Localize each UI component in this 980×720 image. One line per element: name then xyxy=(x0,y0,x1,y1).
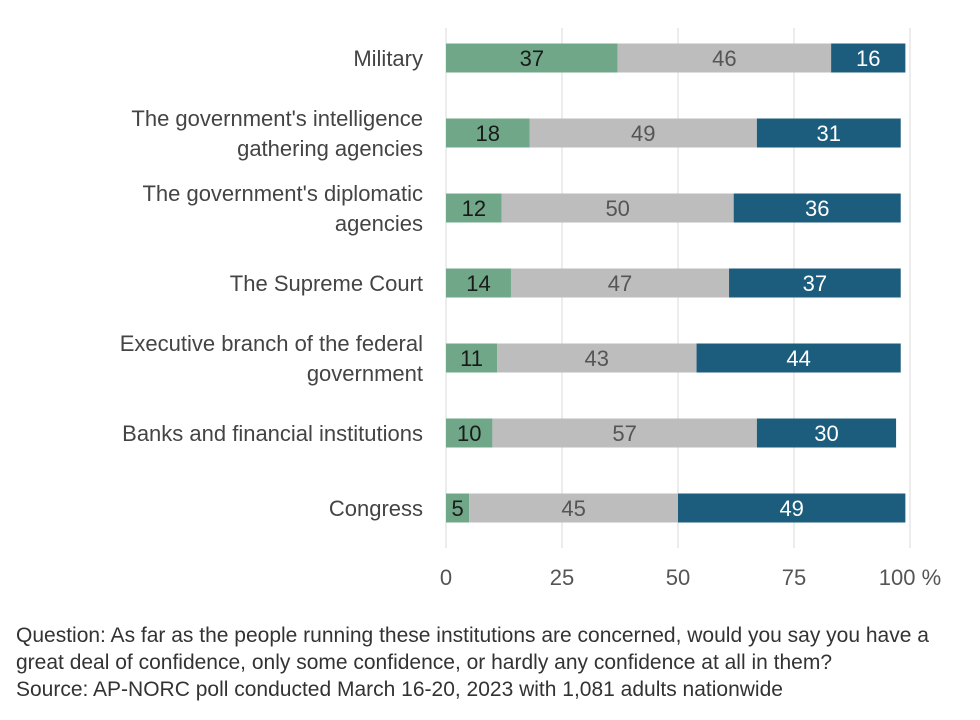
category-label: Military xyxy=(353,46,423,71)
category-label-line: Congress xyxy=(329,496,423,521)
bar-segment xyxy=(831,43,906,73)
category-label-line: Banks and financial institutions xyxy=(122,421,423,446)
x-axis-ticks: 0 25 50 75 100 % xyxy=(440,565,941,590)
data-label: 43 xyxy=(585,346,609,371)
data-label: 49 xyxy=(631,121,655,146)
data-label: 57 xyxy=(612,421,636,446)
data-label: 30 xyxy=(814,421,838,446)
stacked-bar-chart: 37 46 16 18 49 31 12 50 36 14 47 37 11 43 44 10 57 30 5 45 4… xyxy=(120,28,941,590)
bar-segment xyxy=(492,418,757,448)
data-label: 46 xyxy=(712,46,736,71)
x-tick-label: 75 xyxy=(782,565,806,590)
category-label-line: Military xyxy=(353,46,423,71)
category-label: Congress xyxy=(329,496,423,521)
bar-segment xyxy=(446,493,470,523)
x-tick-label: 100 % xyxy=(879,565,941,590)
data-label: 37 xyxy=(803,271,827,296)
bar-segment xyxy=(446,418,493,448)
bar-segment xyxy=(696,343,901,373)
data-label: 31 xyxy=(817,121,841,146)
category-labels: Military The government's intelligence gat… xyxy=(120,46,423,521)
category-label-line: The government's intelligence xyxy=(131,106,423,131)
bar-segment xyxy=(446,118,530,148)
data-label: 10 xyxy=(457,421,481,446)
bar-segment xyxy=(446,343,498,373)
category-label: Executive branch of the federal governmen… xyxy=(120,331,423,386)
category-label-line: Executive branch of the federal xyxy=(120,331,423,356)
bar-segment xyxy=(446,193,502,223)
bar-segment xyxy=(617,43,832,73)
bar-segment xyxy=(446,43,618,73)
data-label: 44 xyxy=(786,346,810,371)
bar-segment xyxy=(756,118,901,148)
question-text: Question: As far as the people running t… xyxy=(16,624,929,674)
data-label: 45 xyxy=(561,496,585,521)
data-label: 14 xyxy=(466,271,490,296)
x-tick-label: 0 xyxy=(440,565,452,590)
x-tick-label: 25 xyxy=(550,565,574,590)
bar-segment xyxy=(756,418,897,448)
bar-segment xyxy=(529,118,757,148)
data-label: 16 xyxy=(856,46,880,71)
data-label: 5 xyxy=(451,496,463,521)
bar-segment xyxy=(446,268,511,298)
data-label: 50 xyxy=(605,196,629,221)
category-label: Banks and financial institutions xyxy=(122,421,423,446)
category-label: The Supreme Court xyxy=(230,271,423,296)
data-label: 11 xyxy=(460,346,483,371)
category-label-line: government xyxy=(307,361,423,386)
data-label: 37 xyxy=(520,46,544,71)
data-label: 49 xyxy=(779,496,803,521)
source-text: Source: AP-NORC poll conducted March 16-… xyxy=(16,678,783,701)
bar-segment xyxy=(497,343,697,373)
data-label: 18 xyxy=(476,121,500,146)
bar-segment xyxy=(510,268,730,298)
bar-segment xyxy=(733,193,901,223)
category-label: The government's intelligence gathering a… xyxy=(131,106,423,161)
data-label: 12 xyxy=(462,196,486,221)
data-label: 47 xyxy=(608,271,632,296)
category-label-line: gathering agencies xyxy=(237,136,423,161)
data-label: 36 xyxy=(805,196,829,221)
category-label-line: The government's diplomatic xyxy=(142,181,423,206)
bar-segment xyxy=(501,193,734,223)
footnote: Question: As far as the people running t… xyxy=(16,622,966,703)
category-label-line: The Supreme Court xyxy=(230,271,423,296)
category-label: The government's diplomatic agencies xyxy=(142,181,423,236)
bar-segment xyxy=(678,493,906,523)
bar-segment xyxy=(469,493,678,523)
bar-segment xyxy=(729,268,901,298)
category-label-line: agencies xyxy=(335,211,423,236)
x-tick-label: 50 xyxy=(666,565,690,590)
bars: 37 46 16 18 49 31 12 50 36 14 47 37 11 43 44 10 57 30 5 45 4… xyxy=(446,43,906,523)
